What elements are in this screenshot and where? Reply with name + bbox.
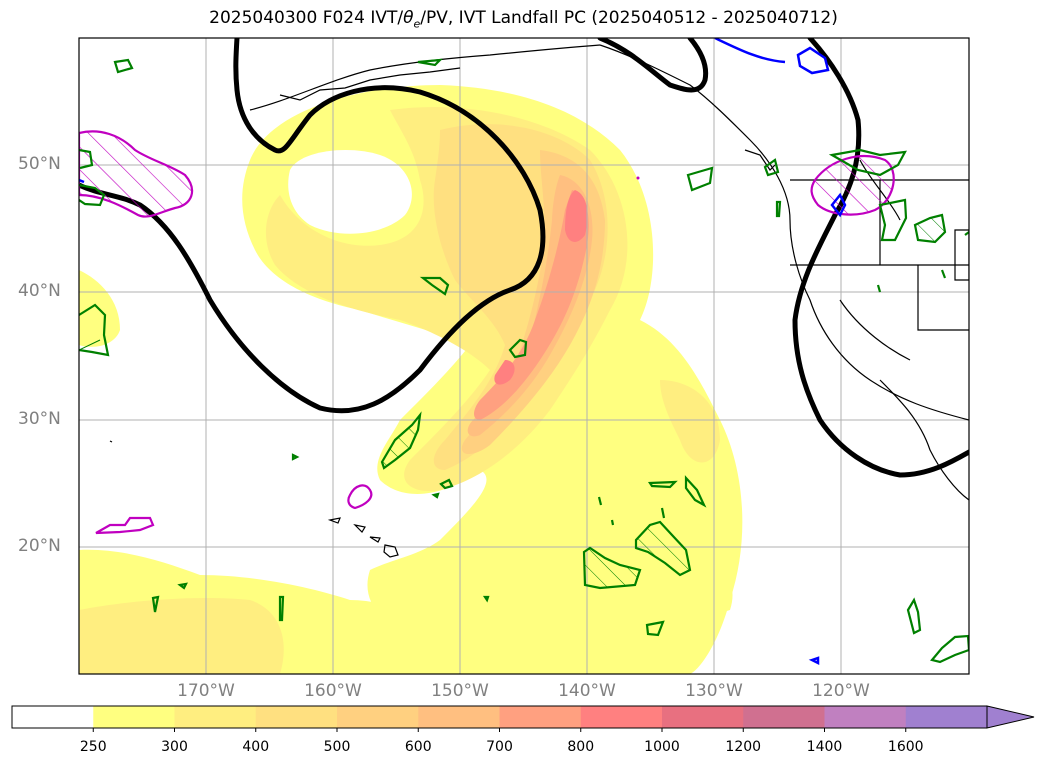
colorbar-tick-label: 500 <box>323 739 351 755</box>
colorbar-tick-label: 1600 <box>887 739 924 755</box>
lon-label-150w: 150°W <box>431 681 489 701</box>
colorbar-segment <box>418 706 500 728</box>
lon-label-140w: 140°W <box>558 681 616 701</box>
pv-contours <box>79 58 969 664</box>
lon-label-160w: 160°W <box>304 681 362 701</box>
ivt-shading <box>79 85 743 674</box>
plot-area <box>79 38 969 674</box>
colorbar-segment <box>255 706 338 728</box>
lon-label-170w: 170°W <box>177 681 235 701</box>
ivt-contour-800 <box>565 190 588 242</box>
colorbar-tick-label: 300 <box>161 739 188 755</box>
colorbar <box>11 705 1035 732</box>
colorbar-tick-label: 1200 <box>725 739 762 755</box>
lat-label-40n: 40°N <box>18 281 61 301</box>
plot-frame <box>78 37 970 675</box>
hawaii-islands <box>327 517 399 558</box>
colorbar-segment <box>174 706 257 728</box>
landfall-pc-contours <box>79 130 895 535</box>
colorbar-tick-label: 1000 <box>644 739 680 755</box>
colorbar-tick-label: 800 <box>567 739 595 755</box>
colorbar-tick-label: 1400 <box>806 739 843 755</box>
theta-e-contours <box>79 38 969 478</box>
colorbar-tick-label: 600 <box>404 739 432 755</box>
colorbar-segment <box>743 706 825 728</box>
colorbar-segment <box>662 706 744 728</box>
lon-label-120w: 120°W <box>812 681 870 701</box>
figure-title: 2025040300 F024 IVT/θe/PV, IVT Landfall … <box>209 8 838 31</box>
colorbar-segment <box>93 706 175 728</box>
colorbar-segment <box>499 706 582 728</box>
colorbar-tick-label: 250 <box>79 739 107 755</box>
lon-label-130w: 130°W <box>685 681 743 701</box>
lat-label-30n: 30°N <box>18 409 61 429</box>
colorbar-tick-label: 400 <box>242 739 270 755</box>
blue-contours <box>79 38 847 666</box>
lat-label-50n: 50°N <box>18 154 61 174</box>
lat-label-20n: 20°N <box>18 536 61 556</box>
colorbar-extend-arrow <box>986 705 1035 729</box>
colorbar-segment <box>12 706 94 728</box>
colorbar-segment <box>824 706 907 728</box>
colorbar-segment <box>337 706 419 728</box>
colorbar-tick-label: 700 <box>486 739 513 755</box>
landfall-pc-hatched-region <box>79 130 194 218</box>
ivt-contour-700 <box>474 190 589 420</box>
colorbar-segment <box>580 706 663 728</box>
colorbar-segment <box>905 706 988 728</box>
